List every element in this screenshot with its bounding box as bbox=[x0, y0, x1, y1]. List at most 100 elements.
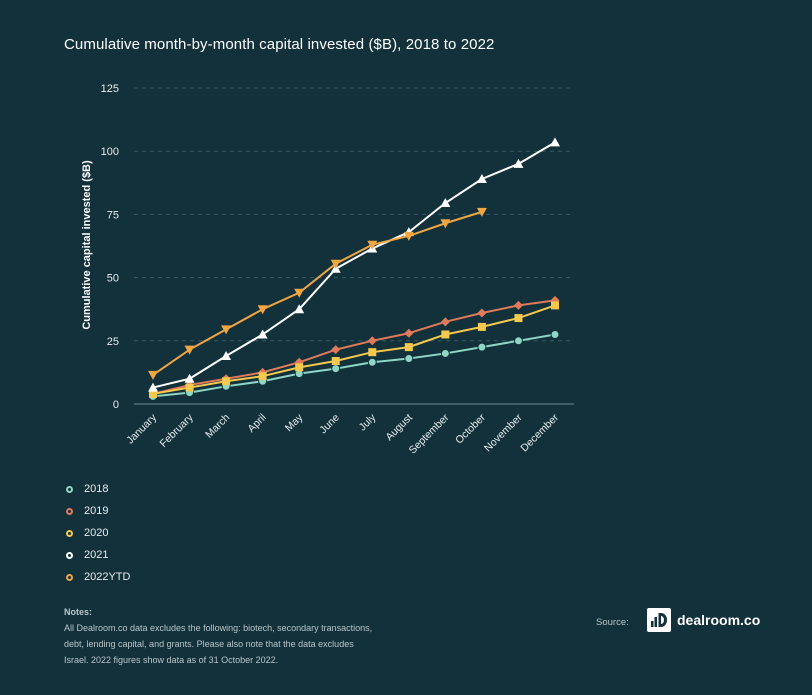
data-point bbox=[294, 288, 305, 298]
x-tick-label: April bbox=[245, 412, 268, 435]
data-point bbox=[477, 308, 487, 318]
series-group bbox=[148, 137, 560, 401]
data-point bbox=[331, 364, 341, 374]
series-line bbox=[152, 141, 556, 389]
data-point bbox=[149, 389, 157, 398]
data-point bbox=[221, 350, 232, 360]
brand-name: dealroom.co bbox=[677, 612, 761, 628]
y-tick-label: 50 bbox=[107, 273, 119, 285]
chart-title: Cumulative month-by-month capital invest… bbox=[64, 36, 495, 53]
data-point bbox=[403, 231, 414, 241]
series-2022YTD bbox=[148, 207, 487, 380]
data-point bbox=[185, 383, 194, 392]
notes-block: Notes: All Dealroom.co data excludes the… bbox=[64, 604, 424, 668]
notes-heading: Notes: bbox=[64, 607, 93, 617]
data-point bbox=[513, 300, 523, 310]
legend-item[interactable]: 2019 bbox=[64, 500, 130, 522]
x-tick-label: October bbox=[453, 411, 488, 446]
data-point bbox=[550, 329, 560, 339]
data-point bbox=[184, 373, 195, 383]
series-line bbox=[152, 210, 483, 376]
data-point bbox=[476, 207, 487, 217]
legend-item[interactable]: 2020 bbox=[64, 522, 130, 544]
data-point bbox=[476, 174, 487, 184]
data-point bbox=[184, 345, 195, 355]
data-point bbox=[295, 363, 304, 372]
data-point bbox=[367, 357, 377, 367]
legend-item[interactable]: 2021 bbox=[64, 544, 130, 566]
x-tick-label: January bbox=[124, 411, 159, 446]
data-point bbox=[404, 343, 413, 352]
notes-body: All Dealroom.co data excludes the follow… bbox=[64, 620, 424, 668]
series-line bbox=[152, 304, 556, 395]
data-point bbox=[551, 301, 559, 310]
data-point bbox=[221, 325, 232, 335]
data-point bbox=[440, 219, 451, 229]
data-point bbox=[477, 342, 487, 352]
x-tick-label: March bbox=[203, 412, 232, 441]
data-point bbox=[440, 348, 450, 358]
x-tick-label: February bbox=[157, 411, 196, 450]
x-tick-label: June bbox=[317, 412, 342, 437]
y-axis-ticks: 0 25 50 75 100 125 bbox=[101, 83, 119, 411]
y-tick-label: 75 bbox=[107, 209, 119, 221]
legend-marker-icon bbox=[64, 571, 75, 583]
data-point bbox=[368, 348, 377, 357]
notes-line: debt, lending capital, and grants. Pleas… bbox=[64, 639, 354, 649]
data-point bbox=[440, 198, 451, 208]
data-point bbox=[514, 314, 523, 323]
legend-label: 2021 bbox=[84, 549, 109, 561]
data-point bbox=[367, 240, 378, 250]
data-point bbox=[331, 357, 340, 366]
legend-item[interactable]: 2022YTD bbox=[64, 566, 130, 588]
chart-legend: 2018 2019 2020 2021 2022YTD bbox=[64, 478, 130, 588]
data-point bbox=[513, 336, 523, 346]
data-point bbox=[513, 158, 524, 168]
legend-label: 2020 bbox=[84, 527, 109, 539]
data-point bbox=[148, 382, 158, 392]
legend-marker-icon bbox=[64, 549, 75, 561]
data-point bbox=[367, 336, 377, 346]
y-tick-label: 0 bbox=[113, 399, 119, 411]
data-point bbox=[330, 259, 341, 269]
notes-line: All Dealroom.co data excludes the follow… bbox=[64, 623, 373, 633]
data-point bbox=[404, 328, 414, 338]
data-point bbox=[258, 372, 267, 381]
data-point bbox=[331, 345, 341, 355]
brand[interactable]: dealroom.co bbox=[647, 608, 760, 632]
series-line bbox=[152, 299, 556, 395]
source-label: Source: bbox=[596, 617, 629, 628]
data-point bbox=[404, 353, 414, 363]
data-point bbox=[550, 137, 560, 147]
data-point bbox=[222, 377, 231, 386]
series-2020 bbox=[149, 301, 559, 398]
x-tick-label: May bbox=[283, 411, 306, 434]
legend-label: 2018 bbox=[84, 483, 109, 495]
y-tick-label: 100 bbox=[101, 146, 119, 158]
data-point bbox=[441, 330, 450, 339]
y-tick-label: 125 bbox=[101, 83, 119, 95]
line-chart: 0 25 50 75 100 125 Cumulative capital investe… bbox=[81, 83, 574, 456]
y-axis-label: Cumulative capital invested ($B) bbox=[81, 160, 93, 330]
data-point bbox=[477, 322, 486, 331]
legend-label: 2022YTD bbox=[84, 571, 131, 583]
legend-item[interactable]: 2018 bbox=[64, 478, 130, 500]
x-tick-label: July bbox=[357, 411, 379, 433]
x-tick-label: August bbox=[383, 412, 415, 444]
y-tick-label: 25 bbox=[107, 336, 119, 348]
notes-line: Israel. 2022 figures show data as of 31 … bbox=[64, 655, 279, 665]
x-tick-label: September bbox=[407, 411, 452, 456]
x-tick-label: November bbox=[482, 411, 525, 454]
dealroom-logo-icon bbox=[647, 608, 671, 632]
legend-marker-icon bbox=[64, 483, 75, 495]
data-point bbox=[257, 329, 268, 339]
series-2021 bbox=[148, 137, 560, 392]
grid-lines bbox=[134, 87, 574, 405]
legend-marker-icon bbox=[64, 505, 75, 517]
data-point bbox=[148, 370, 158, 380]
dealroom-logo-glyph bbox=[651, 613, 667, 627]
data-point bbox=[257, 305, 268, 315]
legend-label: 2019 bbox=[84, 505, 109, 517]
data-point bbox=[440, 317, 450, 327]
